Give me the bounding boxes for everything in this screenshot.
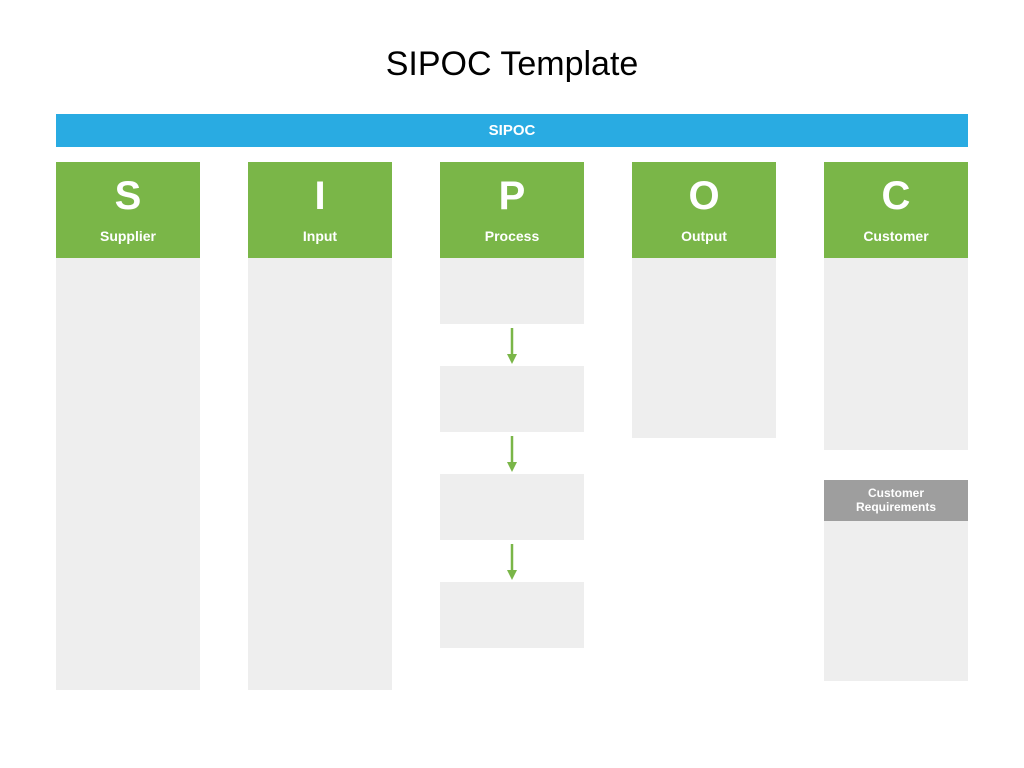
sipoc-banner-label: SIPOC	[489, 122, 536, 139]
column-letter: O	[632, 174, 776, 218]
column-process: P Process	[440, 162, 584, 690]
column-supplier: S Supplier	[56, 162, 200, 690]
process-box	[440, 582, 584, 648]
column-letter: P	[440, 174, 584, 218]
column-letter: I	[248, 174, 392, 218]
arrow-down-icon	[505, 324, 519, 366]
column-header-output: O Output	[632, 162, 776, 258]
column-letter: C	[824, 174, 968, 218]
column-header-process: P Process	[440, 162, 584, 258]
process-box	[440, 366, 584, 432]
customer-requirements-header: Customer Requirements	[824, 480, 968, 521]
page-title: SIPOC Template	[0, 0, 1024, 114]
column-label: Input	[248, 228, 392, 244]
column-label: Process	[440, 228, 584, 244]
column-body-customer	[824, 258, 968, 450]
arrow-down-icon	[505, 432, 519, 474]
customer-requirements: Customer Requirements	[824, 480, 968, 681]
sipoc-banner: SIPOC	[56, 114, 968, 147]
column-label: Output	[632, 228, 776, 244]
column-customer: C Customer Customer Requirements	[824, 162, 968, 690]
customer-requirements-body	[824, 521, 968, 681]
column-label: Supplier	[56, 228, 200, 244]
column-body-output	[632, 258, 776, 438]
column-input: I Input	[248, 162, 392, 690]
column-header-customer: C Customer	[824, 162, 968, 258]
column-header-input: I Input	[248, 162, 392, 258]
arrow-down-icon	[505, 540, 519, 582]
sipoc-columns: S Supplier I Input P Process O Output C …	[56, 162, 968, 690]
column-header-supplier: S Supplier	[56, 162, 200, 258]
process-box	[440, 474, 584, 540]
column-letter: S	[56, 174, 200, 218]
process-steps	[440, 258, 584, 648]
process-box	[440, 258, 584, 324]
column-body-supplier	[56, 258, 200, 690]
column-output: O Output	[632, 162, 776, 690]
column-body-input	[248, 258, 392, 690]
column-label: Customer	[824, 228, 968, 244]
